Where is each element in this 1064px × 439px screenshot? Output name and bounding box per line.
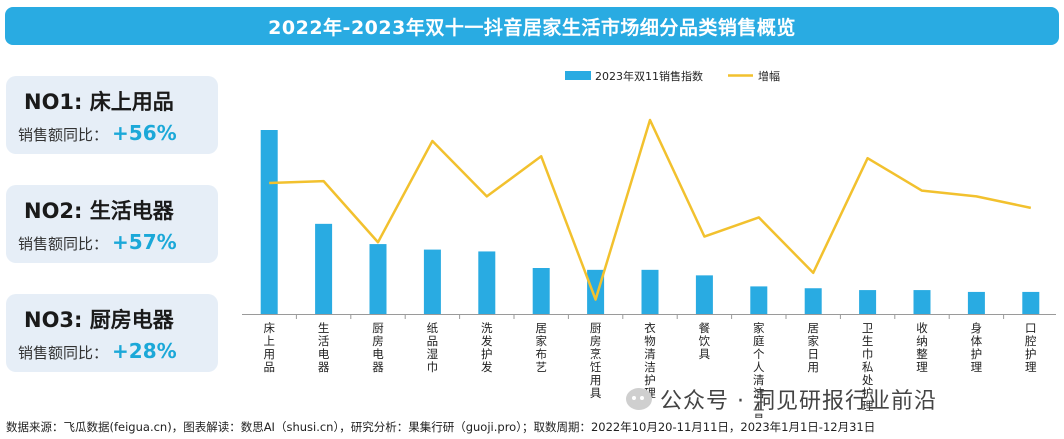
x-tick-label: 家庭个人清洁工具 [753, 321, 765, 418]
yoy-label: 销售额同比： [18, 126, 109, 144]
x-tick-label: 身体护理 [971, 321, 983, 374]
x-tick-label: 纸品湿巾 [427, 321, 439, 374]
yoy-label: 销售额同比： [18, 235, 109, 253]
bar-11 [804, 288, 822, 314]
yoy-label: 销售额同比： [18, 344, 109, 362]
x-tick-label: 收纳整理 [916, 321, 928, 374]
rank-card-yoy: 销售额同比： +57% [18, 230, 177, 254]
bar-14 [967, 291, 985, 314]
x-tick-label: 居家布艺 [535, 321, 547, 374]
data-source-footer: 数据来源：飞瓜数据(feigua.cn)，图表解读：数思AI（shusi.cn）… [6, 420, 876, 434]
legend-bar-label: 2023年双11销售指数 [595, 69, 703, 83]
bar-13 [913, 290, 931, 314]
rank-card-yoy: 销售额同比： +56% [18, 121, 177, 145]
rank-card-2: NO2: 生活电器 销售额同比： +57% [6, 185, 218, 263]
bar-8 [641, 269, 659, 314]
bar-6 [532, 268, 550, 314]
rank-card-title: NO2: 生活电器 [24, 199, 174, 223]
x-tick-label: 厨房电器 [372, 321, 384, 374]
legend-bar-swatch [565, 71, 591, 80]
rank-card-yoy: 销售额同比： +28% [18, 339, 177, 363]
yoy-value: +56% [112, 121, 177, 145]
x-tick-label: 居家日用 [807, 321, 819, 374]
x-tick-label: 餐饮具 [699, 321, 711, 361]
bar-3 [369, 244, 387, 314]
x-tick-label: 洗发护发 [481, 321, 493, 374]
x-tick-label: 床上用品 [263, 321, 275, 374]
x-tick-label: 卫生巾私处护理 [862, 321, 874, 413]
wechat-icon [626, 388, 652, 410]
bar-2 [315, 223, 333, 314]
bar-4 [423, 249, 441, 314]
wechat-watermark: 公众号 · 洞见研报行业前沿 [626, 383, 937, 415]
bar-5 [478, 251, 496, 314]
bar-15 [1022, 291, 1040, 314]
bar-10 [750, 286, 768, 314]
yoy-value: +57% [112, 230, 177, 254]
legend-line-label: 增幅 [758, 69, 780, 83]
bar-12 [859, 290, 877, 314]
x-tick-label: 生活电器 [318, 321, 330, 374]
x-tick-label: 口腔护理 [1025, 321, 1037, 374]
rank-card-title: NO3: 厨房电器 [24, 308, 174, 332]
wechat-text: 公众号 · 洞见研报行业前沿 [660, 389, 937, 414]
yoy-value: +28% [112, 339, 177, 363]
chart-title: 2022年-2023年双十一抖音居家生活市场细分品类销售概览 [268, 16, 796, 39]
x-tick-label: 厨房烹饪用具 [590, 321, 602, 400]
rank-card-3: NO3: 厨房电器 销售额同比： +28% [6, 294, 218, 372]
rank-card-title: NO1: 床上用品 [24, 90, 174, 114]
bar-1 [260, 130, 278, 314]
bar-9 [695, 275, 713, 314]
bar-7 [587, 269, 605, 314]
rank-card-1: NO1: 床上用品 销售额同比： +56% [6, 76, 218, 154]
title-bar: 2022年-2023年双十一抖音居家生活市场细分品类销售概览 [5, 7, 1059, 45]
